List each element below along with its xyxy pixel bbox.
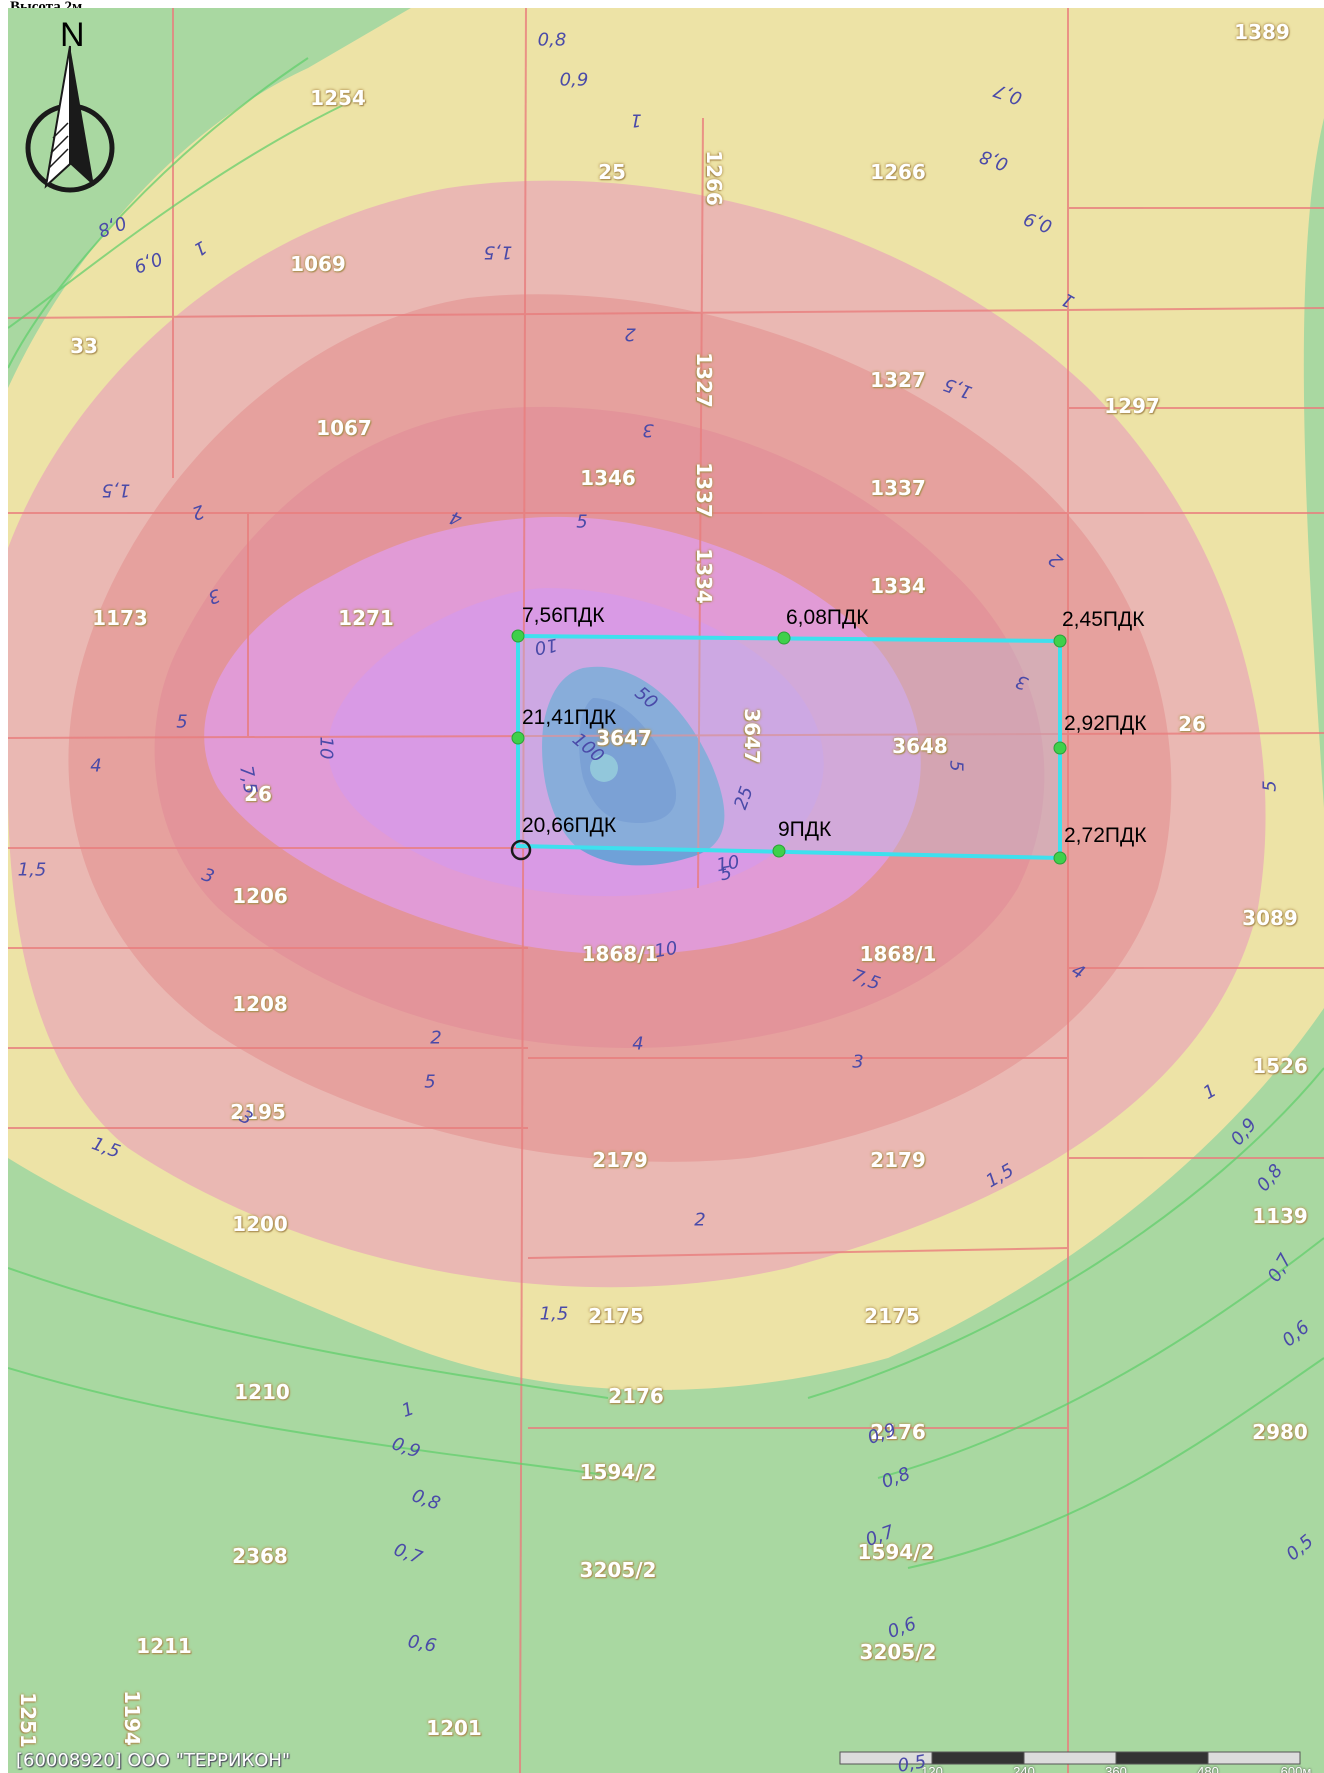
parcel-label[interactable]: 1334 [870,574,926,598]
zone-core-center [590,754,618,782]
isoline-label: 0,9 [559,69,589,91]
parcel-label[interactable]: 2175 [588,1304,644,1328]
scale-bar-graphic [839,1751,1301,1765]
isoline-label: 5 [945,760,967,772]
parcel-label[interactable]: 1868/1 [581,942,659,966]
parcel-boundaries [8,8,1324,1773]
parcel-label[interactable]: 1337 [692,462,716,518]
parcel-label[interactable]: 1206 [232,884,288,908]
isoline-label: 2 [624,323,636,345]
parcel-label[interactable]: 1067 [316,416,372,440]
parcel-label[interactable]: 1346 [580,466,636,490]
isoline-label: 3 [852,1051,864,1073]
contour-layer [8,8,1324,1773]
parcel-label[interactable]: 2175 [864,1304,920,1328]
scale-tick: 360 [1105,1764,1127,1773]
parcel-label[interactable]: 25 [598,160,626,184]
isoline-label: 1,5 [483,241,513,263]
parcel-label[interactable]: 2195 [230,1100,286,1124]
isoline-label: 5 [424,1071,436,1093]
parcel-label[interactable]: 1297 [1104,394,1160,418]
isoline-label: 10 [532,633,560,659]
isoline-label: 1,5 [101,479,131,501]
scale-tick: 240 [1013,1764,1035,1773]
pdk-label-se: 2,72ПДК [1064,824,1147,847]
footer-source-label: [60008920] ООО "ТЕРРИКОН" [16,1750,291,1771]
parcel-label[interactable]: 1210 [234,1380,290,1404]
isoline-label: 1 [630,109,642,131]
parcel-label[interactable]: 1201 [426,1716,482,1740]
parcel-label[interactable]: 2179 [592,1148,648,1172]
parcel-label[interactable]: 1868/1 [859,942,937,966]
pdk-label-sw: 20,66ПДК [522,814,617,837]
parcel-label[interactable]: 1389 [1234,20,1290,44]
parcel-label[interactable]: 2980 [1252,1420,1308,1444]
scale-tick: 480 [1197,1764,1219,1773]
pdk-label-n: 6,08ПДК [786,606,869,629]
isoline-label: 10 [652,937,680,963]
parcel-label[interactable]: 26 [1178,712,1206,736]
isoline-label: 10 [714,851,742,877]
scale-tick: 600м [1280,1764,1312,1773]
isoline-label: 10 [315,736,337,760]
pdk-label-s: 9ПДК [778,818,832,841]
parcel-label[interactable]: 3648 [892,734,948,758]
parcel-label[interactable]: 1271 [338,606,394,630]
parcel-label[interactable]: 1208 [232,992,288,1016]
isoline-label: 5 [1259,780,1281,792]
isoline-label: 5 [576,511,588,533]
parcel-label[interactable]: 1251 [16,1692,40,1748]
parcel-label[interactable]: 1327 [692,352,716,408]
isoline-label: 3 [642,419,654,441]
parcel-label[interactable]: 3205/2 [859,1640,937,1664]
parcel-label[interactable]: 26 [244,782,272,806]
pdk-label-nw: 7,56ПДК [522,604,605,627]
isoline-label: 1,5 [539,1303,569,1325]
parcel-label[interactable]: 3647 [740,708,764,764]
parcel-label[interactable]: 1266 [870,160,926,184]
parcel-label[interactable]: 1327 [870,368,926,392]
contour-lines [8,57,1324,1569]
parcel-label[interactable]: 1526 [1252,1054,1308,1078]
pdk-label-e: 2,92ПДК [1064,712,1147,735]
pdk-label-ne: 2,45ПДК [1062,608,1145,631]
zone-blue-core [579,698,677,823]
parcel-label[interactable]: 2176 [870,1420,926,1444]
parcel-label[interactable]: 1594/2 [579,1460,657,1484]
isoline-label: 0,8 [537,29,567,51]
isoline-label: 2 [430,1027,442,1049]
dispersion-map[interactable]: N 1389 1254 25 1266 1266 1069 33 1327 13… [8,8,1324,1773]
site-points [511,629,1067,865]
parcel-label[interactable]: 1594/2 [857,1540,935,1564]
parcel-label[interactable]: 1069 [290,252,346,276]
isoline-label: 2 [694,1209,706,1231]
parcel-label[interactable]: 1337 [870,476,926,500]
isoline-label: 5 [176,711,188,733]
parcel-label[interactable]: 1266 [702,150,726,206]
isoline-label: 1,5 [17,859,47,881]
parcel-label[interactable]: 1254 [310,86,366,110]
parcel-label[interactable]: 1334 [692,548,716,604]
source-point-marker [510,839,532,861]
parcel-label[interactable]: 1211 [136,1634,192,1658]
parcel-label[interactable]: 1200 [232,1212,288,1236]
parcel-label[interactable]: 1173 [92,606,148,630]
scale-tick: 120 [921,1764,943,1773]
parcel-label[interactable]: 3205/2 [579,1558,657,1582]
parcel-label[interactable]: 2179 [870,1148,926,1172]
parcel-label[interactable]: 33 [70,334,98,358]
isoline-label: 4 [90,755,102,777]
north-arrow: N [18,16,118,198]
pdk-label-w: 21,41ПДК [522,706,617,729]
parcel-label[interactable]: 3089 [1242,906,1298,930]
north-letter: N [60,16,85,54]
parcel-label[interactable]: 1139 [1252,1204,1308,1228]
parcel-label[interactable]: 2368 [232,1544,288,1568]
isoline-label: 4 [632,1033,644,1055]
north-arrow-icon [25,45,115,193]
parcel-label[interactable]: 3647 [596,726,652,750]
parcel-label[interactable]: 2176 [608,1384,664,1408]
parcel-label[interactable]: 1194 [120,1690,144,1746]
